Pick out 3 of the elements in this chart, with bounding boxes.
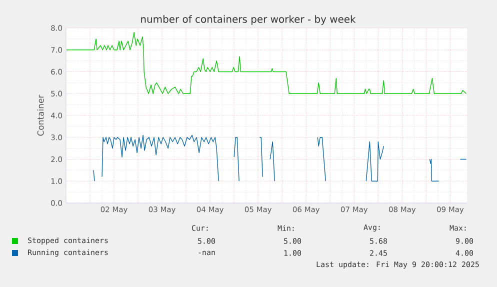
chart-title: number of containers per worker - by week — [141, 15, 356, 25]
line-series — [66, 32, 467, 94]
y-axis-title: Container — [37, 94, 44, 136]
